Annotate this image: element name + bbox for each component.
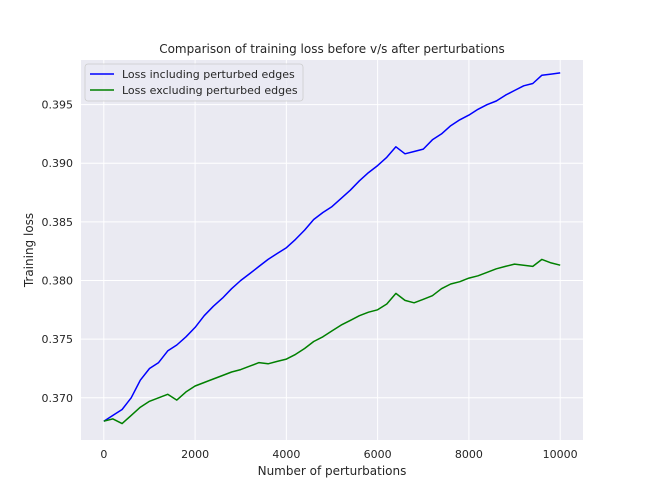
x-tick-label: 6000 bbox=[364, 448, 392, 461]
legend-label-excluding: Loss excluding perturbed edges bbox=[122, 84, 298, 97]
y-tick-label: 0.370 bbox=[42, 392, 74, 405]
x-tick-label: 8000 bbox=[455, 448, 483, 461]
y-tick-label: 0.380 bbox=[42, 274, 74, 287]
plot-area bbox=[81, 60, 583, 440]
series-line-excluding bbox=[103, 258, 561, 425]
series-line-including bbox=[103, 72, 561, 422]
legend: Loss including perturbed edges Loss excl… bbox=[84, 63, 304, 102]
series-lines bbox=[103, 72, 561, 425]
y-tick-label: 0.385 bbox=[42, 216, 74, 229]
x-axis-title: Number of perturbations bbox=[258, 464, 407, 478]
legend-label-including: Loss including perturbed edges bbox=[122, 68, 295, 81]
x-tick-label: 2000 bbox=[181, 448, 209, 461]
x-tick-label: 0 bbox=[100, 448, 107, 461]
legend-box bbox=[84, 63, 304, 102]
x-tick-label: 10000 bbox=[543, 448, 578, 461]
y-tick-label: 0.395 bbox=[42, 99, 74, 112]
y-tick-label: 0.375 bbox=[42, 333, 74, 346]
x-tick-label: 4000 bbox=[272, 448, 300, 461]
y-axis-title: Training loss bbox=[22, 213, 36, 288]
grid-lines bbox=[81, 60, 583, 440]
chart-title: Comparison of training loss before v/s a… bbox=[159, 42, 505, 56]
y-tick-label: 0.390 bbox=[42, 157, 74, 170]
tick-labels: 0 2000 4000 6000 8000 10000 0.370 0.375 0.380 0.3… bbox=[42, 99, 578, 461]
